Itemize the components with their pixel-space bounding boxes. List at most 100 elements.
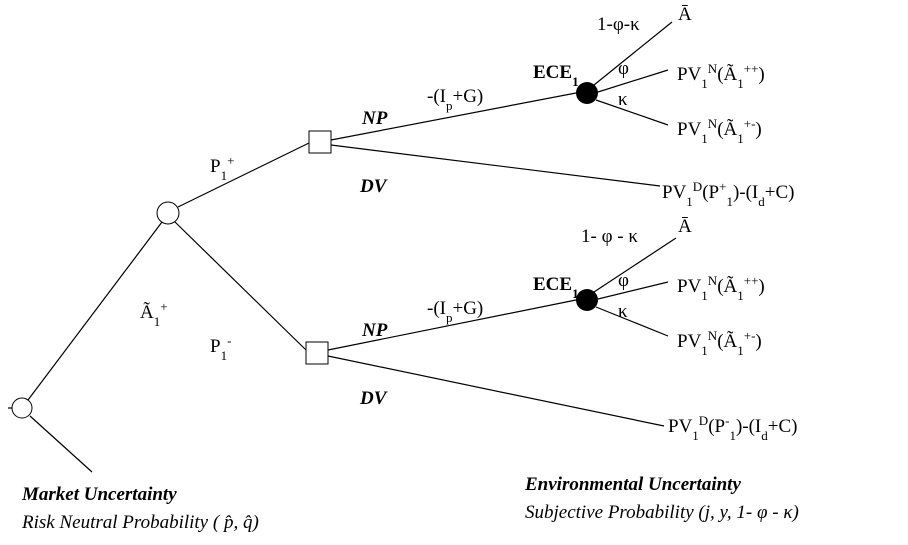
edge (29, 415, 93, 473)
environment-title: Environmental Uncertainty (524, 474, 741, 495)
outcome-label: PV1N(Ã1++) (677, 273, 765, 303)
outcome-label: PV1D(P+1)-(Id+C) (662, 179, 794, 209)
prob-label: 1- φ - κ (581, 226, 638, 247)
label-part: 1 (221, 168, 228, 183)
label-part: ) (755, 331, 761, 352)
ece-node (576, 82, 598, 104)
decision-node (308, 130, 332, 154)
ece-label: ECE1 (533, 274, 579, 301)
label-part: + (227, 153, 234, 168)
label-part: (P (702, 182, 719, 203)
label-part: 1 (737, 76, 744, 91)
label-part: 1 (701, 76, 708, 91)
label-part: 1 (572, 74, 579, 89)
label-part: + (160, 299, 167, 314)
label-part: P (210, 156, 221, 177)
prob-label: φ (618, 58, 629, 79)
prob-label: φ (618, 270, 629, 291)
prob-label: κ (618, 89, 628, 110)
edge (327, 299, 577, 351)
edge (330, 92, 577, 141)
edge (593, 21, 673, 86)
edge (327, 355, 665, 427)
option-label: NP (361, 320, 388, 341)
label-part: 1 (154, 314, 161, 329)
edge (595, 306, 669, 337)
label-part: N (708, 273, 718, 288)
label-part: p (446, 98, 453, 113)
option-label: NP (361, 108, 388, 129)
label-part: 1 (726, 194, 733, 209)
label-part: + (719, 179, 726, 194)
label-part: 1 (686, 194, 693, 209)
edge (177, 142, 310, 208)
label-part: PV (677, 331, 702, 352)
label-part: 1 (701, 288, 708, 303)
label-part: ++ (744, 273, 759, 288)
label-part: +C) (765, 182, 795, 203)
label-part: D (693, 179, 702, 194)
chance-node (11, 397, 33, 419)
label-part: ) (758, 276, 764, 297)
label-part: PV (677, 276, 702, 297)
edge (330, 144, 661, 187)
label-part: +G) (452, 298, 483, 319)
decision-node (305, 341, 329, 365)
edge (597, 281, 669, 300)
label-part: +- (744, 116, 756, 131)
label-part: ECE (533, 274, 572, 295)
label-part: (Ã (717, 275, 737, 297)
edge (597, 69, 669, 93)
outcome-label: PV1N(Ã1+-) (677, 116, 762, 146)
label-part: ECE (533, 62, 572, 83)
label-part: 1 (692, 428, 699, 443)
label-part: (Ã (717, 118, 737, 140)
label-part: PV (662, 182, 687, 203)
environment-subtitle: Subjective Probability (j, y, 1- φ - κ) (525, 502, 799, 523)
edge (27, 221, 163, 401)
label-part: PV (677, 64, 702, 85)
label-part: N (708, 61, 718, 76)
edges (8, 21, 677, 473)
label-part: 1 (737, 343, 744, 358)
label-part: 1 (737, 131, 744, 146)
label-part: - (227, 333, 231, 348)
edge (593, 237, 677, 293)
label-part: +G) (452, 86, 483, 107)
label-part: -(I (427, 298, 446, 319)
label-part: 1 (701, 131, 708, 146)
market-title: Market Uncertainty (21, 484, 177, 505)
outcome-label: Ā (678, 216, 692, 237)
label-part: (Ã (717, 63, 737, 85)
label-part: 1 (729, 428, 736, 443)
label-part: N (708, 328, 718, 343)
market-subtitle: Risk Neutral Probability ( p̂, q̂) (21, 512, 259, 533)
label-part: PV (668, 416, 693, 437)
label-part: PV (677, 119, 702, 140)
label-part: (P (708, 416, 725, 437)
ece-label: ECE1 (533, 62, 579, 89)
label-part: ) (758, 64, 764, 85)
cost-label: -(Ip+G) (427, 86, 483, 113)
edge-label: P1+ (210, 153, 234, 183)
option-label: DV (359, 176, 388, 197)
label-part: D (699, 413, 708, 428)
edge (174, 221, 307, 351)
label-part: N (708, 116, 718, 131)
chance-node (156, 201, 180, 225)
label-part: d (758, 194, 765, 209)
label-part: ++ (744, 61, 759, 76)
ece-node (576, 289, 598, 311)
label-part: +- (744, 328, 756, 343)
label-part: 1 (737, 288, 744, 303)
label-part: p (446, 310, 453, 325)
cost-label: -(Ip+G) (427, 298, 483, 325)
edge-label: Ã1+ (140, 299, 168, 329)
option-label: DV (359, 388, 388, 409)
edge (595, 99, 669, 126)
label-part: )-(I (733, 182, 758, 203)
edge-label: P1- (210, 333, 231, 363)
label-part: (Ã (717, 330, 737, 352)
label-part: 1 (701, 343, 708, 358)
label-part: - (725, 413, 729, 428)
